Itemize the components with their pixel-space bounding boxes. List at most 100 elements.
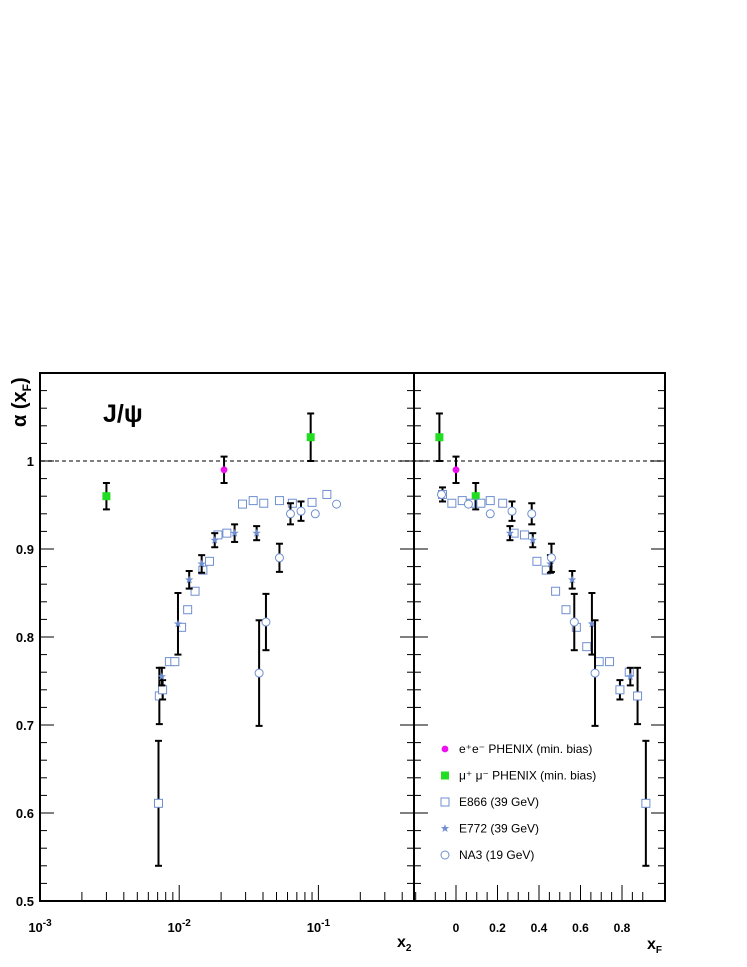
marker-square-open: [532, 556, 542, 566]
marker-square-open: [624, 667, 634, 677]
marker-star: [252, 528, 261, 537]
y-axis-label-subscript: F: [20, 384, 34, 391]
axis-ticks: 0.5 0.6 0.7 0.8 0.9 1 10-3 10-2 10-1 0 0.2 0.4 0.6 0.…: [16, 390, 665, 935]
panel-frame-x2: [39, 372, 415, 902]
marker-circle-open: [590, 668, 600, 678]
marker-circle-open: [507, 506, 517, 516]
legend-label: E772 (39 GeV): [459, 822, 539, 836]
marker-square-filled: [435, 433, 444, 442]
marker-circle-open: [332, 499, 342, 509]
series-x2-circle-open: [254, 499, 342, 727]
y-tick-label: 0.6: [16, 806, 34, 821]
series-x2-circle-filled: [220, 455, 228, 484]
series-x2-square-filled: [102, 412, 315, 511]
x-tick-label: 0.8: [614, 921, 631, 935]
marker-square-open: [476, 498, 486, 508]
x-tick-label: 10-3: [28, 918, 52, 935]
marker-circle-open: [485, 509, 495, 519]
x-tick-label: 10-2: [168, 918, 192, 935]
marker-square-filled: [441, 771, 449, 780]
legend: e⁺e⁻ PHENIX (min. bias) μ⁺ μ⁻ PHENIX (min…: [440, 742, 596, 862]
marker-star: [546, 559, 555, 568]
data-points: [102, 412, 651, 867]
marker-circle-open: [261, 617, 271, 627]
marker-square-open: [615, 685, 625, 695]
marker-square-open: [485, 496, 495, 506]
marker-star: [528, 535, 537, 544]
y-axis-label: α (xF): [9, 377, 34, 427]
marker-star: [626, 672, 635, 681]
x-tick-label: 0: [453, 921, 460, 935]
x-axis-label-right: xF: [647, 936, 662, 956]
marker-star: [568, 575, 577, 584]
x-tick-label: 0.6: [572, 921, 589, 935]
marker-square-open: [605, 657, 615, 667]
marker-star: [210, 535, 219, 544]
marker-star: [185, 575, 194, 584]
marker-square-open: [204, 556, 214, 566]
marker-square-open: [238, 499, 248, 509]
marker-square-open: [248, 496, 258, 506]
x-axis-label-left-subscript: 2: [406, 943, 412, 954]
x-tick-label: 10-1: [307, 918, 331, 935]
y-tick-label: 0.5: [16, 894, 34, 909]
marker-square-open: [551, 586, 561, 596]
legend-label: E866 (39 GeV): [459, 795, 539, 809]
marker-circle-filled: [452, 466, 460, 474]
legend-label: NA3 (19 GeV): [459, 848, 534, 862]
y-tick-label: 0.9: [16, 542, 34, 557]
marker-square-open: [633, 691, 643, 701]
marker-square-open: [447, 498, 457, 508]
marker-square-open: [222, 528, 232, 538]
marker-star: [587, 619, 597, 628]
y-tick-label: 0.7: [16, 718, 34, 733]
marker-square-open: [641, 798, 651, 808]
marker-square-open: [274, 496, 284, 506]
marker-square-open: [153, 798, 163, 808]
marker-circle-open: [296, 506, 306, 516]
marker-square-open: [440, 797, 450, 807]
series-xF-square-open: [438, 486, 651, 867]
marker-square-open: [594, 657, 604, 667]
marker-square-open: [582, 642, 592, 652]
marker-circle-open: [285, 509, 295, 519]
marker-square-open: [259, 498, 269, 508]
marker-circle-open: [569, 617, 579, 627]
marker-star: [230, 528, 239, 537]
chart-title: J/ψ: [103, 400, 143, 428]
marker-circle-filled: [441, 745, 449, 753]
marker-square-open: [519, 530, 529, 540]
x-tick-label: 0.2: [489, 921, 506, 935]
marker-star: [440, 824, 450, 833]
y-tick-label: 0.8: [16, 630, 34, 645]
series-xF-circle-filled: [452, 455, 460, 484]
marker-circle-open: [254, 668, 264, 678]
x-axis-label-left: x2: [397, 934, 412, 954]
marker-circle-open: [436, 489, 446, 499]
series-x2-star: [157, 523, 261, 687]
x-axis-label-right-subscript: F: [656, 945, 662, 956]
legend-label: μ⁺ μ⁻ PHENIX (min. bias): [459, 769, 596, 783]
marker-square-filled: [306, 433, 315, 442]
marker-star: [173, 619, 183, 628]
marker-square-open: [183, 605, 193, 615]
marker-circle-open: [546, 553, 556, 563]
marker-circle-open: [463, 499, 473, 509]
marker-circle-open: [440, 850, 450, 860]
panel-frames: [39, 372, 666, 902]
legend-label: e⁺e⁻ PHENIX (min. bias): [459, 742, 592, 756]
series-xF-circle-open: [436, 489, 600, 727]
marker-square-open: [307, 497, 317, 507]
series-x2-square-open: [153, 489, 332, 867]
marker-circle-open: [527, 509, 537, 519]
y-tick-label: 1: [27, 454, 34, 469]
marker-square-open: [170, 657, 180, 667]
marker-square-open: [322, 489, 332, 499]
marker-square-open: [190, 586, 200, 596]
panel-frame-xF: [413, 372, 666, 902]
marker-star: [197, 559, 206, 568]
marker-star: [505, 528, 515, 537]
marker-circle-filled: [220, 466, 228, 474]
marker-star: [157, 672, 166, 681]
